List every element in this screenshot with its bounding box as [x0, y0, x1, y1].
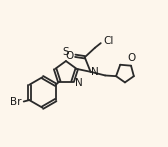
Text: O: O [65, 51, 74, 61]
Text: Cl: Cl [104, 36, 114, 46]
Text: S: S [63, 47, 69, 57]
Text: N: N [75, 78, 83, 88]
Text: O: O [128, 53, 136, 63]
Text: Br: Br [10, 97, 21, 107]
Text: N: N [91, 67, 99, 77]
